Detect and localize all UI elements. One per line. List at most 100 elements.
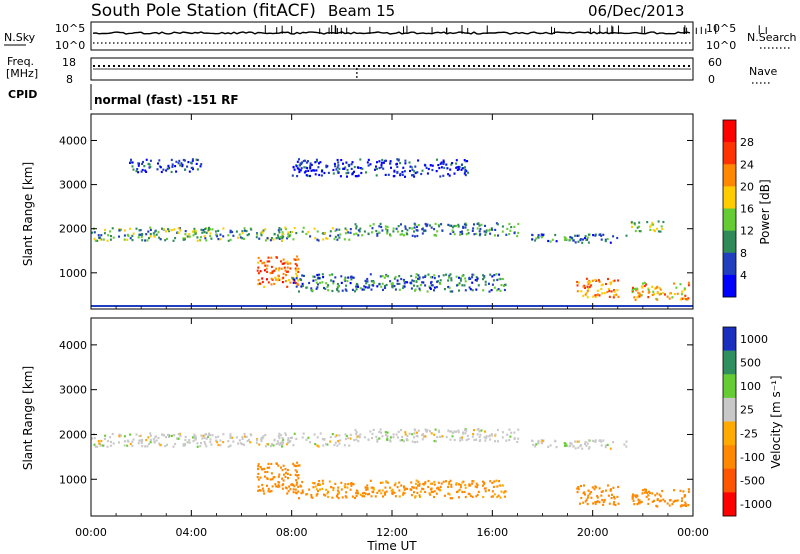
echo-cell <box>443 288 446 291</box>
echo-cell <box>449 273 452 276</box>
echo-cell <box>455 166 458 169</box>
echo-cell <box>359 227 362 230</box>
echo-cell <box>437 164 440 167</box>
echo-cell <box>257 261 260 264</box>
echo-cell <box>389 280 392 283</box>
echo-cell <box>130 158 132 161</box>
echo-cell <box>316 273 319 277</box>
echo-cell <box>378 437 381 440</box>
echo-cell <box>276 440 279 443</box>
echo-cell <box>109 230 112 233</box>
echo-cell <box>280 267 283 270</box>
echo-cell <box>338 442 341 445</box>
echo-cell <box>537 235 540 238</box>
echo-cell <box>451 290 454 293</box>
echo-cell <box>294 267 297 270</box>
echo-cell <box>106 239 109 242</box>
echo-cell <box>499 496 502 499</box>
echo-cell <box>401 439 404 442</box>
echo-cell <box>321 281 324 284</box>
echo-cell <box>292 165 295 169</box>
echo-cell <box>315 287 318 290</box>
echo-cell <box>208 226 210 229</box>
echo-cell <box>305 161 308 164</box>
echo-cell <box>491 275 494 278</box>
echo-cell <box>607 494 610 497</box>
echo-cell <box>277 274 280 277</box>
echo-cell <box>380 166 383 169</box>
echo-cell <box>417 480 420 483</box>
echo-cell <box>316 160 318 163</box>
echo-cell <box>157 231 160 234</box>
echo-cell <box>159 444 162 447</box>
echo-cell <box>217 238 220 241</box>
echo-cell <box>586 496 589 499</box>
echo-cell <box>510 226 513 229</box>
echo-cell <box>386 230 389 233</box>
echo-cell <box>594 295 597 299</box>
echo-cell <box>482 480 484 483</box>
echo-cell <box>416 491 419 494</box>
echo-cell <box>508 222 511 226</box>
echo-cell <box>404 487 407 490</box>
echo-cell <box>118 229 121 232</box>
echo-cell <box>381 481 384 484</box>
echo-cell <box>606 291 609 294</box>
echo-cell <box>301 480 304 484</box>
echo-cell <box>602 439 605 442</box>
echo-cell <box>279 236 282 239</box>
echo-cell <box>687 504 690 507</box>
echo-cell <box>483 230 486 233</box>
echo-cell <box>258 443 261 446</box>
echo-cell <box>574 447 577 450</box>
echo-cell <box>383 276 386 279</box>
echo-cell <box>579 502 581 505</box>
echo-cell <box>494 228 497 231</box>
echo-cell <box>679 489 682 492</box>
echo-cell <box>344 495 347 498</box>
echo-cell <box>480 429 483 432</box>
echo-cell <box>270 237 273 240</box>
echo-cell <box>207 228 210 231</box>
echo-cell <box>289 488 292 491</box>
ytick-label: 2000 <box>59 223 87 236</box>
echo-cell <box>476 433 479 436</box>
echo-cell <box>463 490 466 494</box>
echo-cell <box>412 174 415 177</box>
echo-cell <box>364 286 367 289</box>
echo-cell <box>285 471 287 474</box>
echo-cell <box>532 443 535 446</box>
velocity-panel <box>90 317 694 517</box>
echo-cell <box>292 488 295 491</box>
echo-cell <box>345 491 348 494</box>
echo-cell <box>424 229 427 232</box>
echo-cell <box>632 286 634 289</box>
colorbar-tick: -25 <box>740 427 758 440</box>
echo-cell <box>501 277 504 281</box>
echo-cell <box>227 234 230 237</box>
echo-cell <box>312 169 315 172</box>
echo-cell <box>598 439 601 442</box>
echo-cell <box>421 169 424 172</box>
echo-cell <box>490 289 493 292</box>
echo-cell <box>605 489 607 492</box>
echo-cell <box>166 443 168 446</box>
echo-cell <box>645 495 648 498</box>
echo-cell <box>498 277 501 281</box>
xtick-label: 20:00 <box>577 526 609 539</box>
echo-cell <box>266 443 269 446</box>
echo-cell <box>257 256 260 260</box>
echo-cell <box>613 289 615 292</box>
echo-cell <box>292 281 295 284</box>
echo-cell <box>126 238 129 241</box>
echo-cell <box>196 158 199 162</box>
echo-cell <box>296 282 299 285</box>
echo-cell <box>672 500 675 503</box>
echo-cell <box>315 281 318 284</box>
echo-cell <box>286 441 289 444</box>
echo-cell <box>325 282 328 285</box>
echo-cell <box>389 160 392 163</box>
echo-cell <box>641 286 644 289</box>
echo-cell <box>171 165 174 168</box>
